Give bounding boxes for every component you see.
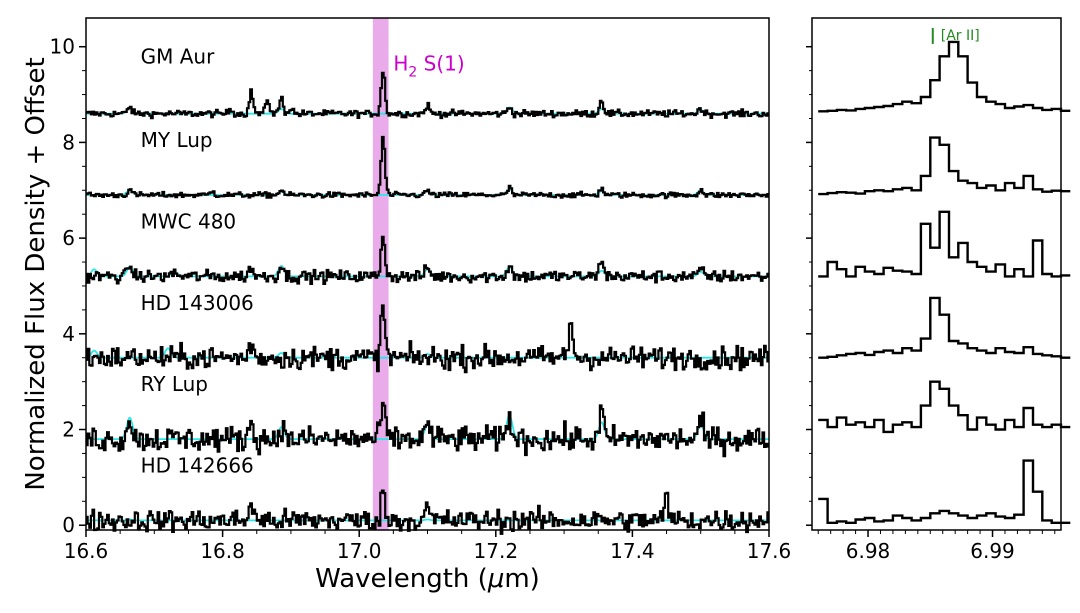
main-spectrum-panel: GM Aur MY Lup MWC 480 HD 143006 RY Lup HD 142… <box>21 17 792 594</box>
x-tick-label: 17.0 <box>337 539 382 563</box>
h2-s1-annotation: H2 S(1) <box>393 52 464 81</box>
inset-y-ticks <box>806 45 812 526</box>
x-tick-label: 17.2 <box>474 539 519 563</box>
spectrum-hd-142666 <box>86 489 769 535</box>
star-label-hd-142666: HD 142666 <box>141 454 254 478</box>
inset-x-tick-label: 6.98 <box>846 539 891 563</box>
ar-ii-inset-panel: [Ar II] 6.98 6.99 <box>806 17 1071 563</box>
spectrum-ry-lup <box>86 401 769 458</box>
y-tick-label: 0 <box>62 513 75 537</box>
inset-x-tick-label: 6.99 <box>970 539 1015 563</box>
main-x-ticks: 16.6 16.8 17.0 17.2 17.4 17.6 <box>64 530 792 563</box>
inset-x-ticks: 6.98 6.99 <box>817 530 1056 563</box>
x-tick-label: 16.6 <box>64 539 109 563</box>
y-tick-label: 4 <box>62 322 75 346</box>
inset-spectra <box>818 40 1071 524</box>
inset-spectrum-my-lup <box>818 136 1071 196</box>
x-tick-label: 17.6 <box>747 539 792 563</box>
inset-spectrum-mwc-480 <box>818 210 1071 278</box>
inset-spectrum-hd-143006 <box>818 296 1071 359</box>
x-tick-label: 16.8 <box>200 539 245 563</box>
inset-plot-frame <box>811 17 1062 531</box>
star-label-hd-143006: HD 143006 <box>141 291 254 315</box>
ar-ii-annotation: [Ar II] <box>941 28 980 44</box>
y-tick-label: 10 <box>50 35 75 59</box>
observed-spectra <box>86 71 769 535</box>
spectrum-my-lup <box>86 135 769 200</box>
star-label-ry-lup: RY Lup <box>141 372 208 396</box>
main-y-ticks: 0 2 4 6 8 10 <box>50 35 86 537</box>
y-tick-label: 2 <box>62 418 75 442</box>
x-tick-label: 17.4 <box>610 539 655 563</box>
y-tick-label: 6 <box>62 226 75 250</box>
inset-spectrum-hd-142666 <box>818 459 1071 524</box>
inset-spectrum-gm-aur <box>818 40 1071 113</box>
spectrum-hd-143006 <box>86 304 769 374</box>
star-label-my-lup: MY Lup <box>141 128 213 152</box>
star-label-mwc-480: MWC 480 <box>141 210 237 234</box>
star-labels: GM Aur MY Lup MWC 480 HD 143006 RY Lup HD 142… <box>141 44 254 477</box>
inset-spectrum-ry-lup <box>818 380 1071 434</box>
spectrum-mwc-480 <box>86 235 769 285</box>
model-ry-lup <box>86 413 769 440</box>
spectrum-gm-aur <box>86 71 769 120</box>
y-tick-label: 8 <box>62 130 75 154</box>
x-axis-label: Wavelength (μm) <box>315 564 540 594</box>
star-label-gm-aur: GM Aur <box>141 44 215 68</box>
model-hd-143006 <box>85 347 769 359</box>
y-axis-label: Normalized Flux Density + Offset <box>21 57 51 490</box>
